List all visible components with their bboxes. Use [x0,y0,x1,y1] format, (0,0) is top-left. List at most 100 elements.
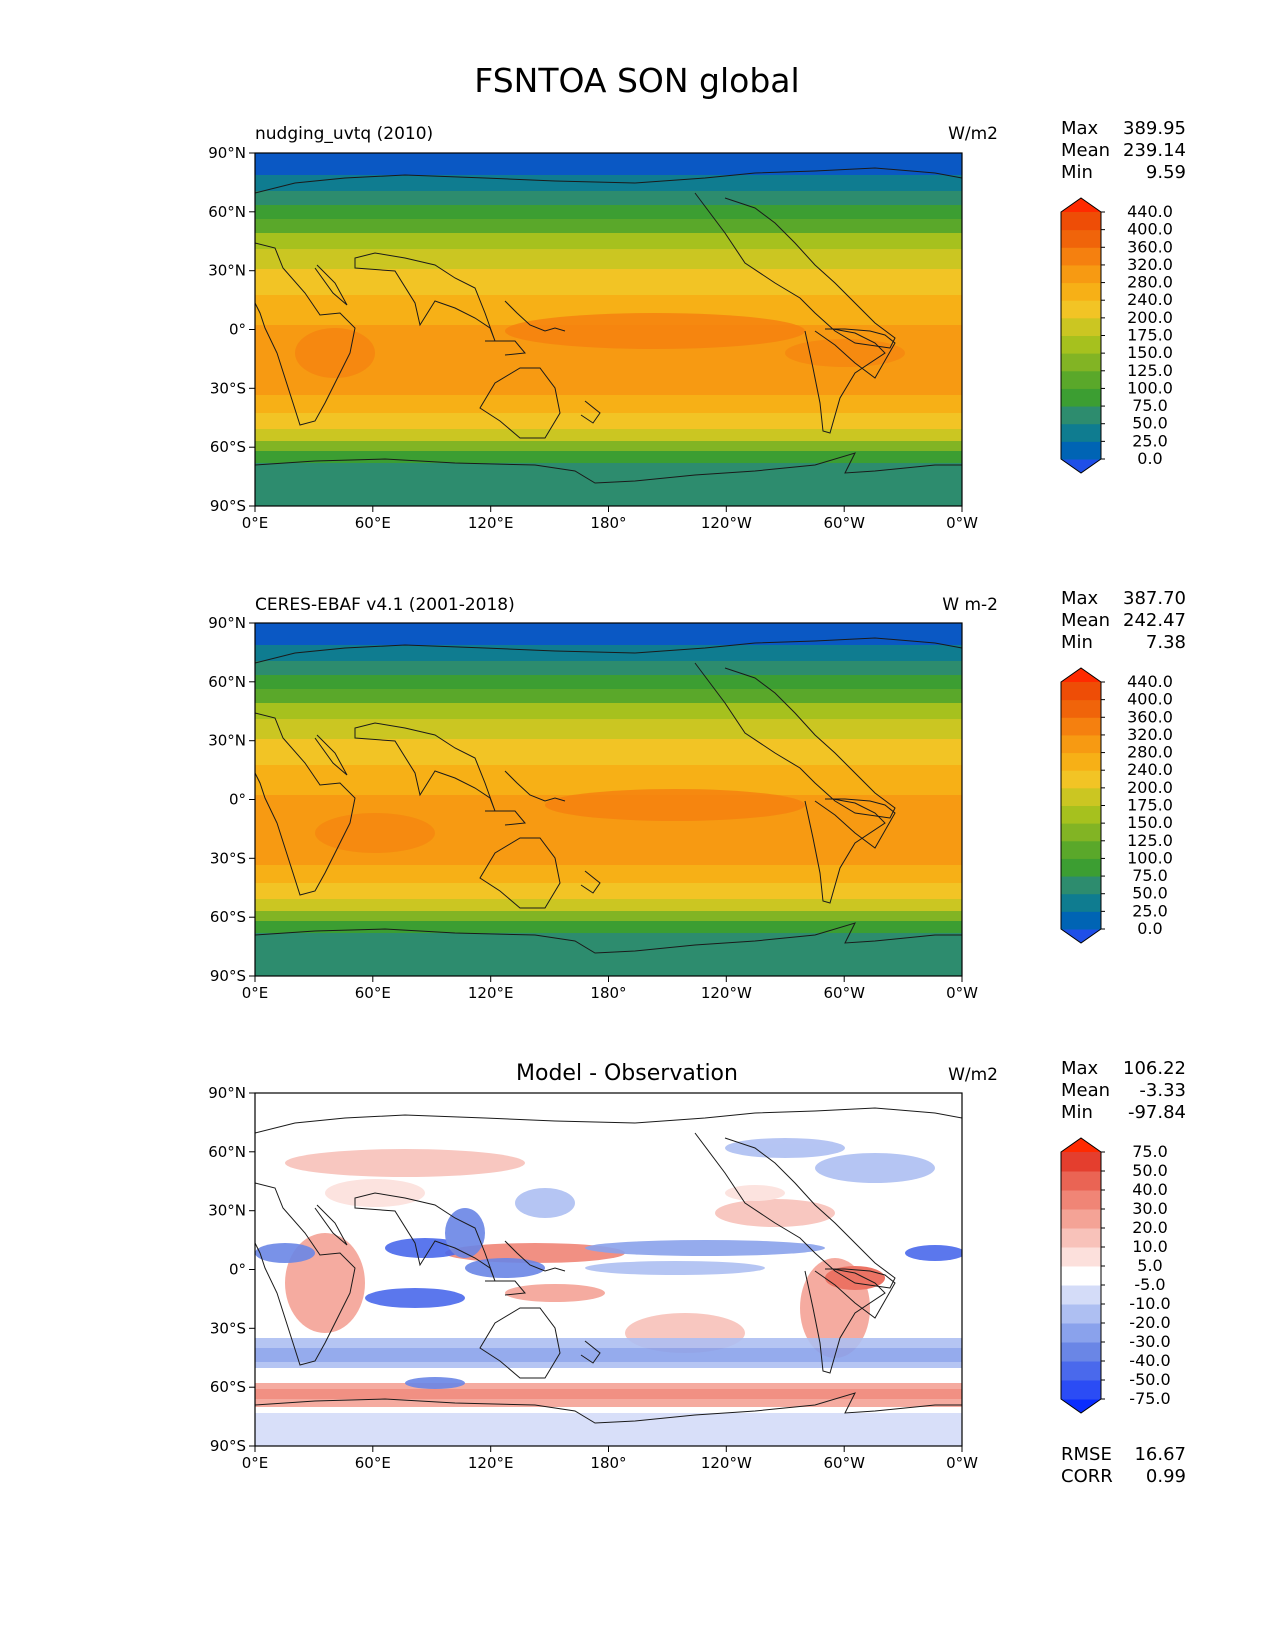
colorbar-segment [1061,1342,1101,1362]
colorbar-segment [1061,717,1101,736]
panel-3-xtick-label: 60°E [355,1454,391,1472]
colorbar-segment [1061,1171,1101,1191]
colorbar-tick-label: 240.0 [1127,760,1173,779]
panel-2-ytick-label: 30°S [210,849,246,867]
stat-value: 242.47 [1123,610,1186,631]
panel-1-coastlines [255,167,962,484]
colorbar-tick-label: 175.0 [1127,796,1173,815]
colorbar-segment [1061,282,1101,301]
panel-1-ytick-label: 60°N [208,203,246,221]
colorbar-segment [1061,893,1101,912]
colorbar-tick-label: 0.0 [1137,919,1162,938]
colorbar-tick-label: 20.0 [1132,1218,1168,1237]
stat-label: Min [1061,162,1093,183]
colorbar-tick-label: 440.0 [1127,672,1173,691]
colorbar-segment [1061,911,1101,930]
colorbar-segment [1061,1285,1101,1305]
panel-2-left-title: CERES-EBAF v4.1 (2001-2018) [255,595,515,615]
colorbar-tick-label: 25.0 [1132,431,1168,450]
colorbar-segment [1061,1247,1101,1267]
colorbar-segment [1061,300,1101,319]
stat-label: Mean [1061,1080,1110,1101]
colorbar-tick-label: 200.0 [1127,308,1173,327]
colorbar-tick-label: 50.0 [1132,1161,1168,1180]
panel-1-map [255,153,962,506]
colorbar-tick-label: 0.0 [1137,449,1162,468]
colorbar-tick-label: 75.0 [1132,396,1168,415]
colorbar-tick-label: 240.0 [1127,290,1173,309]
colorbar-tick-label: 320.0 [1127,255,1173,274]
colorbar-tick-label: 320.0 [1127,725,1173,744]
colorbar-tick-label: -20.0 [1129,1313,1170,1332]
panel-3-metrics: RMSE 16.67 CORR 0.99 [1061,1444,1186,1487]
panel-1-ytick-label: 90°N [208,144,246,162]
colorbar-segment [1061,699,1101,718]
colorbar-extend-max [1061,668,1101,682]
panel-3-ytick-label: 0° [229,1261,246,1279]
panel-1-colorbar: 0.025.050.075.0100.0125.0150.0175.0200.0… [1060,197,1173,474]
metric-label: RMSE [1061,1444,1112,1465]
panel-2-xtick-label: 60°E [355,984,391,1002]
panel-2-xtick-label: 120°W [701,984,752,1002]
panel-2-ytick-label: 90°S [210,967,246,985]
panel-2-ytick-label: 60°N [208,673,246,691]
colorbar-tick-label: -30.0 [1129,1332,1170,1351]
colorbar-tick-label: 280.0 [1127,273,1173,292]
colorbar-segment [1061,876,1101,895]
colorbar-extend-max [1061,198,1101,212]
metric-value: 16.67 [1134,1444,1186,1465]
panel-3-ytick-label: 60°S [210,1378,246,1396]
stat-label: Max [1061,1058,1099,1079]
colorbar-tick-label: 125.0 [1127,361,1173,380]
colorbar-tick-label: 75.0 [1132,1142,1168,1161]
colorbar-segment [1061,770,1101,789]
colorbar-segment [1061,734,1101,754]
panel-1-xtick-label: 60°W [823,514,865,532]
colorbar-tick-label: 200.0 [1127,778,1173,797]
colorbar-tick-label: 5.0 [1137,1256,1162,1275]
colorbar-tick-label: 360.0 [1127,237,1173,256]
panel-3-xtick-label: 0°E [242,1454,269,1472]
colorbar-extend-min [1061,929,1101,943]
panel-1-ytick-label: 30°S [210,379,246,397]
panel-1-x-ticks [254,506,963,512]
colorbar-segment [1061,388,1101,407]
panel-1-xtick-label: 0°E [242,514,269,532]
panel-2-xtick-label: 180° [590,984,626,1002]
panel-2-colorbar: 0.025.050.075.0100.0125.0150.0175.0200.0… [1060,667,1173,944]
panel-3-units: W/m2 [948,1065,998,1085]
panel-2-stats: Max 387.70 Mean 242.47 Min 7.38 [1061,588,1186,653]
colorbar-segment [1061,370,1101,389]
stat-label: Max [1061,588,1099,609]
colorbar-tick-label: -75.0 [1129,1389,1170,1408]
colorbar-tick-label: 280.0 [1127,743,1173,762]
panel-2-xtick-label: 0°E [242,984,269,1002]
colorbar-tick-label: 25.0 [1132,901,1168,920]
figure-title: FSNTOA SON global [474,61,799,100]
panel-3-coastlines [255,1107,962,1424]
panel-2-ytick-label: 30°N [208,732,246,750]
panel-3-map [255,1093,962,1446]
panel-1-left-title: nudging_uvtq (2010) [255,124,433,144]
colorbar-tick-label: -10.0 [1129,1294,1170,1313]
panel-2-xtick-label: 60°W [823,984,865,1002]
colorbar-tick-label: 440.0 [1127,202,1173,221]
stat-value: 387.70 [1123,588,1186,609]
colorbar-segment [1061,1266,1101,1286]
colorbar-extend-min [1061,459,1101,473]
colorbar-tick-label: 125.0 [1127,831,1173,850]
colorbar-segment [1061,805,1101,824]
stat-label: Max [1061,118,1099,139]
stat-value: 239.14 [1123,140,1186,161]
colorbar-segment [1061,858,1101,877]
panel-1-xtick-label: 0°W [946,514,978,532]
panel-3: Model - Observation W/m2 [208,1058,1186,1487]
colorbar-segment [1061,1190,1101,1210]
panel-3-xtick-label: 0°W [946,1454,978,1472]
panel-3-xtick-label: 180° [590,1454,626,1472]
colorbar-segment [1061,423,1101,442]
panel-1: nudging_uvtq (2010) W/m2 [208,118,1186,532]
panel-1-xtick-label: 180° [590,514,626,532]
colorbar-tick-label: 175.0 [1127,326,1173,345]
panel-3-center-title: Model - Observation [516,1061,738,1086]
